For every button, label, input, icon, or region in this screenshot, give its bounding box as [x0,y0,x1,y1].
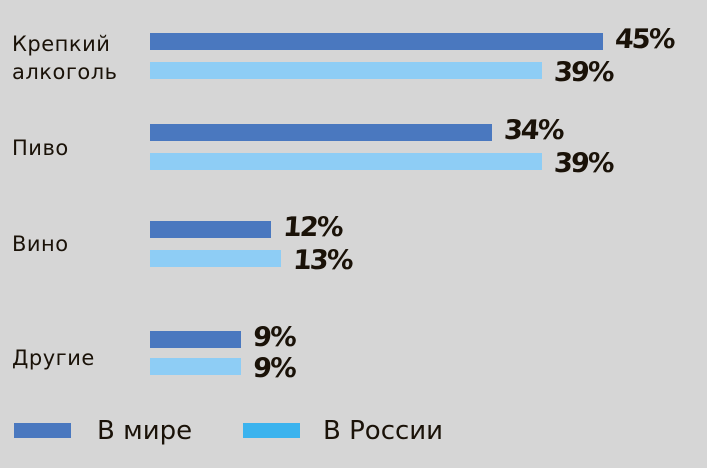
legend-swatch [14,423,71,438]
category-label: Вино [12,232,69,256]
data-label: 9% [251,353,296,384]
bar-world [150,221,271,238]
data-label: 12% [281,212,343,243]
category-label: алкоголь [12,60,118,84]
bar-russia [150,358,241,375]
data-label: 45% [613,24,675,55]
legend-label: В мире [97,416,193,446]
data-label: 9% [251,322,296,353]
bar-russia [150,153,543,170]
data-label: 39% [553,148,615,179]
bar-world [150,331,241,348]
bar-world [150,124,493,141]
category-label: Крепкий [12,32,111,56]
category-label: Пиво [12,136,69,160]
data-label: 39% [553,57,615,88]
category-label: Другие [12,346,95,370]
bar-russia [150,62,543,79]
data-label: 34% [502,115,564,146]
bar-russia [150,250,281,267]
legend-label: В России [323,416,444,446]
legend-swatch [243,423,300,438]
data-label: 13% [291,245,353,276]
bar-world [150,33,603,50]
